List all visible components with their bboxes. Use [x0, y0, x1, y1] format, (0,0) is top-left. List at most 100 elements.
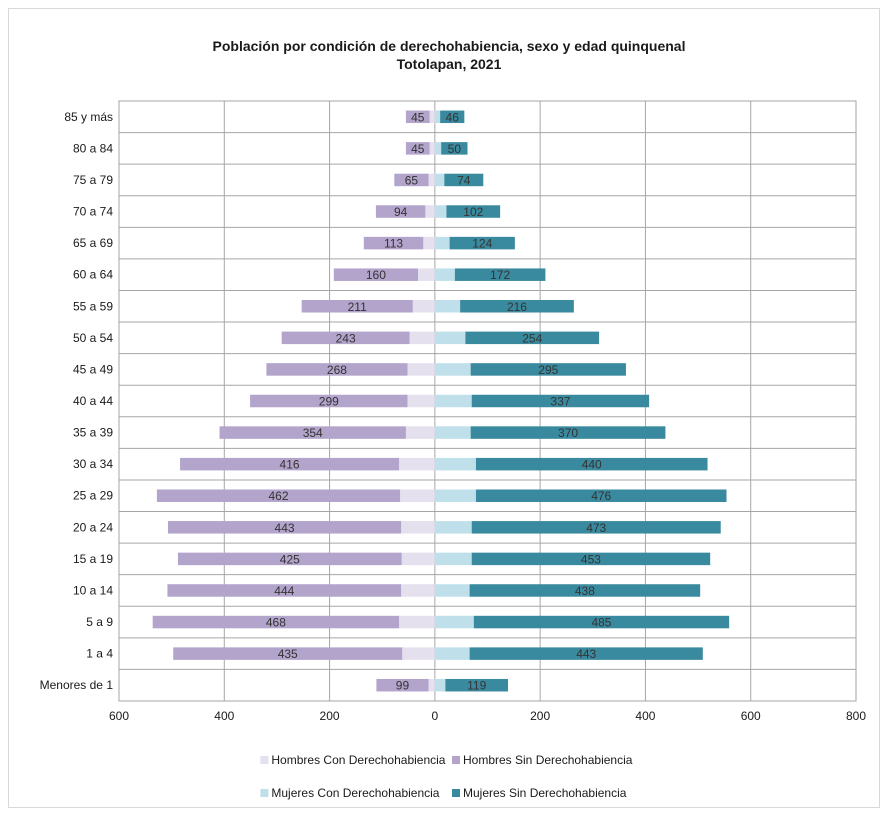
bar-hombres-sin-derechohabiencia	[363, 236, 424, 250]
y-category-label: 60 a 64	[73, 268, 113, 282]
y-category-label: 70 a 74	[73, 205, 113, 219]
bar-hombres-sin-derechohabiencia	[281, 331, 410, 345]
bar-mujeres-con-derechohabiencia	[434, 426, 471, 439]
data-label: 99	[396, 679, 410, 693]
population-pyramid-chart: Población por condición de derechohabien…	[40, 38, 867, 800]
bar-hombres-sin-derechohabiencia	[301, 300, 413, 313]
y-category-label: Menores de 1	[40, 678, 114, 692]
legend-label: Hombres Sin Derechohabiencia	[463, 753, 633, 767]
legend-swatch	[452, 789, 460, 797]
bar-hombres-con-derechohabiencia	[428, 173, 435, 187]
bar-hombres-sin-derechohabiencia	[156, 489, 401, 502]
data-label: 119	[467, 679, 486, 693]
bar-mujeres-con-derechohabiencia	[434, 521, 472, 534]
bar-mujeres-sin-derechohabiencia	[460, 300, 574, 313]
x-tick-label: 200	[320, 709, 340, 723]
bar-mujeres-con-derechohabiencia	[434, 110, 441, 124]
bar-mujeres-sin-derechohabiencia	[441, 142, 468, 155]
y-category-label: 30 a 34	[73, 457, 113, 471]
bar-hombres-con-derechohabiencia	[401, 552, 435, 566]
bar-mujeres-con-derechohabiencia	[434, 331, 466, 345]
legend-swatch	[260, 789, 269, 797]
bar-hombres-con-derechohabiencia	[429, 110, 435, 124]
data-label: 65	[405, 173, 419, 187]
bar-mujeres-sin-derechohabiencia	[469, 584, 701, 597]
data-label: 370	[558, 426, 578, 440]
legend-label: Mujeres Con Derechohabiencia	[271, 786, 439, 800]
bar-mujeres-sin-derechohabiencia	[471, 521, 721, 534]
data-label: 435	[278, 647, 298, 661]
bar-hombres-con-derechohabiencia	[412, 300, 435, 313]
legend-label: Mujeres Sin Derechohabiencia	[463, 786, 627, 800]
data-label: 299	[319, 395, 339, 409]
bar-mujeres-con-derechohabiencia	[434, 678, 446, 692]
bar-hombres-con-derechohabiencia	[423, 236, 435, 250]
x-tick-label: 400	[214, 709, 234, 723]
bar-mujeres-sin-derechohabiencia	[444, 173, 484, 187]
x-tick-label: 200	[530, 709, 550, 723]
data-label: 45	[411, 110, 425, 124]
bar-hombres-con-derechohabiencia	[401, 584, 435, 597]
bar-hombres-sin-derechohabiencia	[173, 647, 403, 660]
data-label: 216	[507, 300, 527, 314]
bar-hombres-sin-derechohabiencia	[405, 110, 430, 124]
bar-hombres-con-derechohabiencia	[407, 394, 435, 408]
bar-hombres-sin-derechohabiencia	[394, 173, 429, 187]
bar-mujeres-sin-derechohabiencia	[440, 110, 465, 124]
grid	[118, 100, 857, 702]
bar-mujeres-sin-derechohabiencia	[470, 363, 626, 376]
y-category-label: 5 a 9	[86, 615, 113, 629]
bar-mujeres-con-derechohabiencia	[434, 647, 470, 660]
bar-mujeres-con-derechohabiencia	[434, 268, 455, 281]
bar-hombres-sin-derechohabiencia	[333, 268, 419, 281]
bar-mujeres-con-derechohabiencia	[434, 584, 470, 597]
bar-hombres-con-derechohabiencia	[418, 268, 435, 281]
bar-hombres-sin-derechohabiencia	[180, 457, 400, 471]
bar-hombres-sin-derechohabiencia	[250, 394, 408, 408]
bar-mujeres-sin-derechohabiencia	[471, 394, 650, 408]
y-category-label: 45 a 49	[73, 362, 113, 376]
bar-hombres-con-derechohabiencia	[405, 426, 435, 439]
data-label: 46	[446, 110, 460, 124]
bar-hombres-sin-derechohabiencia	[219, 426, 406, 439]
bar-mujeres-con-derechohabiencia	[434, 236, 450, 250]
bar-hombres-con-derechohabiencia	[400, 489, 435, 502]
data-labels: 45 46 45 50 65 74 94 102 113 124 160 172 211 216 243 25…	[266, 110, 612, 692]
bar-hombres-con-derechohabiencia	[409, 331, 435, 345]
bar-hombres-con-derechohabiencia	[428, 678, 435, 692]
data-label: 337	[550, 395, 570, 409]
x-tick-label: 600	[741, 709, 761, 723]
bar-mujeres-sin-derechohabiencia	[465, 331, 600, 345]
bar-hombres-con-derechohabiencia	[402, 647, 435, 660]
data-label: 94	[394, 205, 408, 219]
data-label: 354	[303, 426, 323, 440]
x-tick-label: 400	[635, 709, 655, 723]
data-label: 45	[411, 142, 425, 156]
bar-mujeres-sin-derechohabiencia	[454, 268, 546, 281]
x-tick-label: 0	[432, 709, 439, 723]
bar-mujeres-con-derechohabiencia	[434, 394, 472, 408]
data-label: 160	[366, 268, 386, 282]
chart-frame: Población por condición de derechohabien…	[8, 8, 880, 808]
data-label: 211	[348, 300, 367, 314]
data-label: 74	[457, 173, 471, 187]
y-category-label: 35 a 39	[73, 426, 113, 440]
bar-mujeres-con-derechohabiencia	[434, 142, 442, 155]
data-label: 172	[490, 268, 510, 282]
data-label: 468	[266, 616, 286, 630]
bars	[152, 110, 730, 692]
data-label: 473	[586, 521, 606, 535]
bar-hombres-sin-derechohabiencia	[376, 678, 429, 692]
data-label: 462	[268, 489, 288, 503]
bar-hombres-con-derechohabiencia	[429, 142, 435, 155]
bar-hombres-con-derechohabiencia	[407, 363, 435, 376]
y-category-label: 10 a 14	[73, 583, 113, 597]
data-label: 254	[522, 331, 542, 345]
y-category-label: 25 a 29	[73, 489, 113, 503]
y-category-label: 40 a 44	[73, 394, 113, 408]
bar-mujeres-con-derechohabiencia	[434, 457, 476, 471]
legend-label: Hombres Con Derechohabiencia	[271, 753, 445, 767]
bar-mujeres-con-derechohabiencia	[434, 300, 461, 313]
bar-mujeres-con-derechohabiencia	[434, 489, 476, 502]
bar-mujeres-con-derechohabiencia	[434, 552, 472, 566]
